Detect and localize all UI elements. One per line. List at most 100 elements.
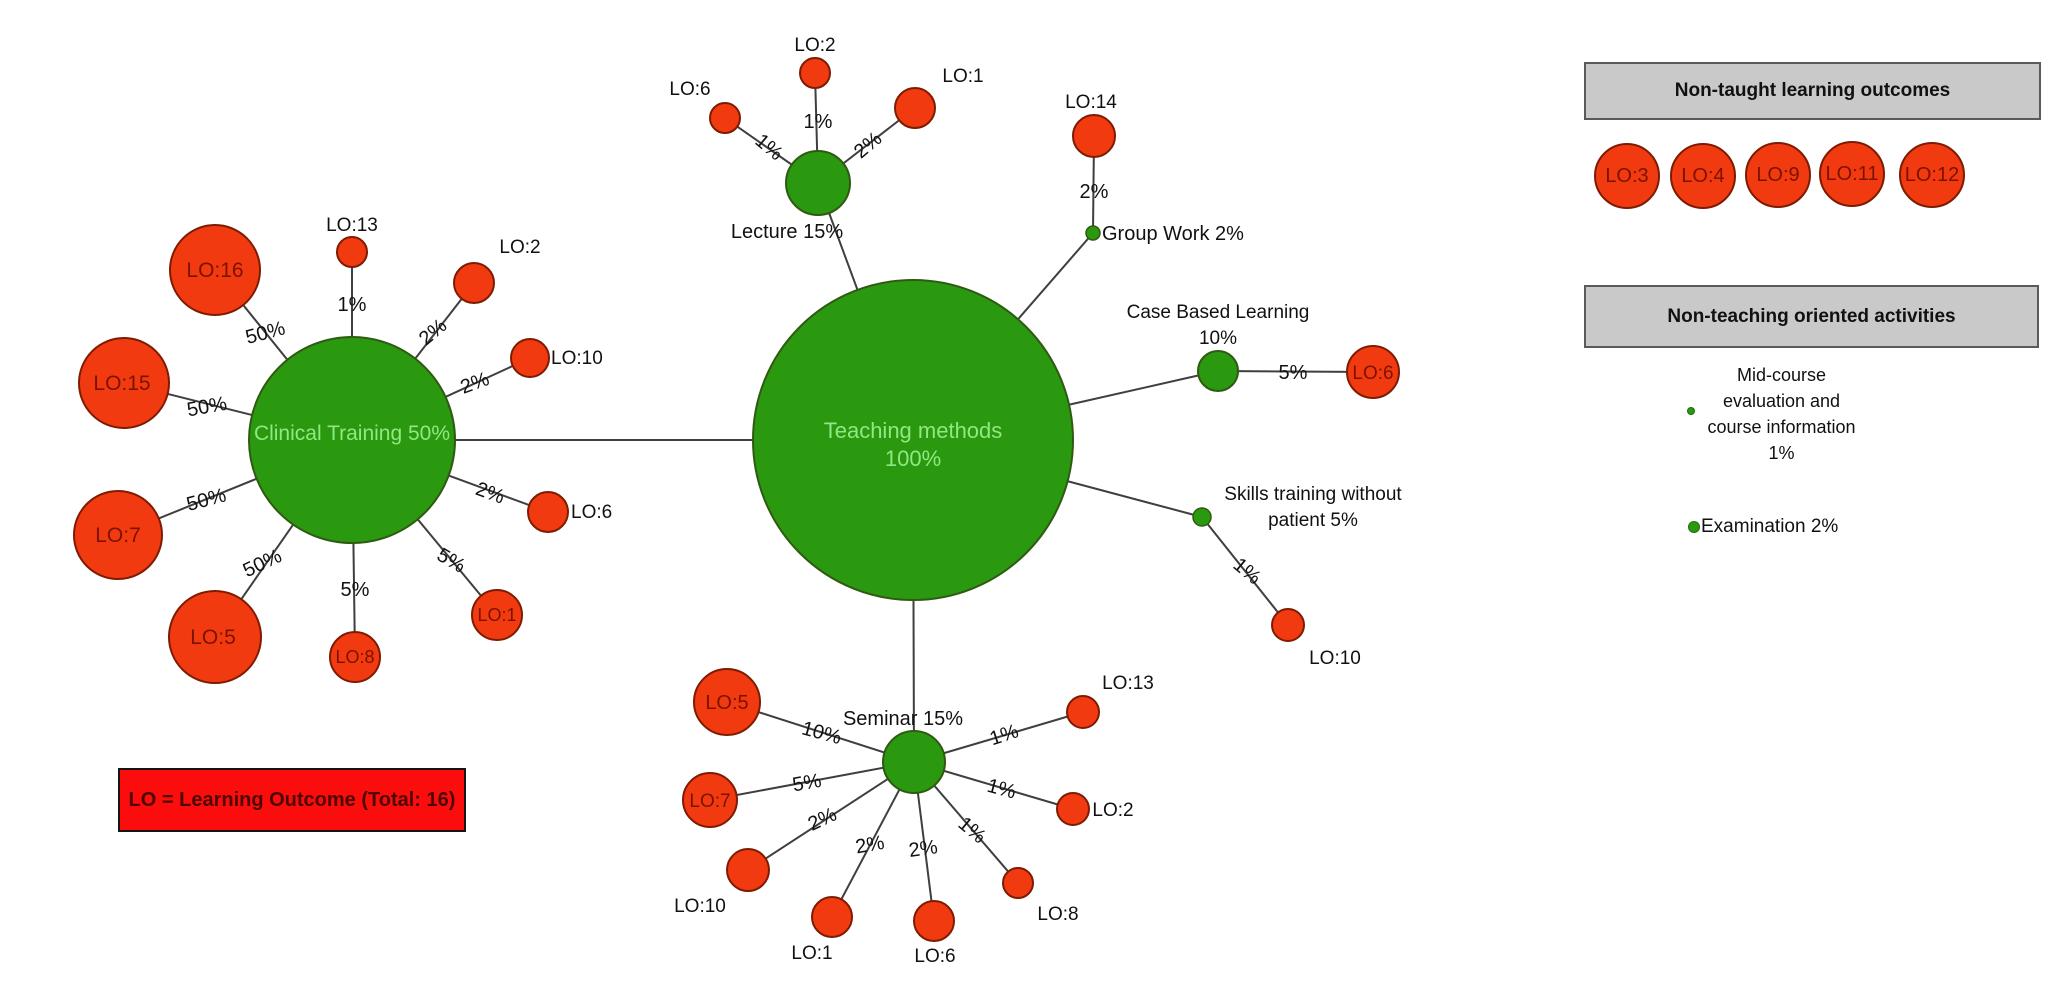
non-teaching-activities-title: Non-teaching oriented activities — [1667, 305, 1956, 327]
node-label-m10-0: LO:10 — [674, 896, 726, 917]
link-label-lecture-l1: 2% — [850, 128, 886, 164]
node-label-m13-0: LO:13 — [1102, 673, 1154, 694]
node-gw_dot — [1085, 225, 1101, 241]
node-label-m1-0: LO:1 — [791, 943, 832, 964]
node-label-teaching-1: 100% — [885, 446, 941, 471]
link-label-skills_dot-s10: 1% — [1229, 554, 1265, 590]
node-label-m6-0: LO:6 — [914, 946, 955, 967]
link-label-clinical-c10: 2% — [458, 368, 493, 399]
node-m1 — [811, 896, 853, 938]
node-label-s10-0: LO:10 — [1309, 648, 1361, 669]
link-label-cbl-b6: 5% — [1279, 362, 1308, 384]
mid-course-label: Mid-course evaluation and course informa… — [1707, 365, 1856, 463]
examination-label: Examination 2% — [1701, 516, 1839, 537]
link-label-seminar-m1: 2% — [854, 832, 887, 859]
link-label-clinical-c6: 2% — [473, 478, 508, 509]
node-c5 — [168, 590, 262, 684]
node-label-cbl-0: Case Based Learning — [1127, 302, 1310, 323]
examination-item: Examination 2% — [1688, 516, 1838, 538]
link-label-seminar-m13: 1% — [987, 720, 1021, 750]
node-label-skills_dot-0: Skills training without — [1224, 484, 1402, 505]
link-label-lecture-l2: 1% — [804, 111, 833, 133]
non-taught-outcomes-header: Non-taught learning outcomes — [1584, 62, 2041, 120]
link-label-clinical-c5: 50% — [240, 545, 286, 582]
node-label-c7-0: LO:7 — [95, 524, 141, 547]
node-skills_dot — [1192, 507, 1212, 527]
node-l6 — [709, 102, 741, 134]
node-cbl — [1197, 350, 1239, 392]
link-label-seminar-m5: 10% — [799, 717, 844, 749]
link-label-clinical-c7: 50% — [184, 484, 229, 516]
node-m6 — [913, 900, 955, 942]
examination-dot — [1688, 521, 1700, 533]
node-label-lecture-0: Lecture 15% — [731, 221, 844, 243]
link-label-clinical-c13: 1% — [338, 294, 367, 316]
node-label-g14-0: LO:14 — [1065, 92, 1117, 113]
node-l2 — [799, 57, 831, 89]
node-c2 — [453, 262, 495, 304]
node-c13 — [336, 236, 368, 268]
node-c8 — [329, 631, 381, 683]
link-label-clinical-c16: 50% — [243, 317, 288, 349]
non-taught-outcome-lo12: LO:12 — [1899, 142, 1965, 208]
node-m5 — [693, 668, 761, 736]
node-label-c13-0: LO:13 — [326, 215, 378, 236]
node-c16 — [169, 224, 261, 316]
node-label-clinical-0: Clinical Training 50% — [254, 422, 450, 445]
link-seminar-m7 — [709, 761, 915, 801]
node-label-skills_dot-1: patient 5% — [1268, 510, 1358, 531]
link-label-seminar-m7: 5% — [791, 770, 824, 797]
node-label-l1-0: LO:1 — [942, 66, 983, 87]
node-g14 — [1072, 114, 1116, 158]
node-c6 — [527, 491, 569, 533]
link-label-gw_dot-g14: 2% — [1080, 181, 1109, 203]
node-label-m5-0: LO:5 — [705, 692, 748, 714]
node-label-gw_dot-0: Group Work 2% — [1102, 223, 1244, 245]
node-b6 — [1346, 345, 1400, 399]
node-label-c1-0: LO:1 — [477, 605, 516, 625]
node-m2 — [1056, 792, 1090, 826]
node-label-c6-0: LO:6 — [571, 502, 612, 523]
mid-course-dot — [1687, 407, 1695, 415]
node-c15 — [78, 337, 170, 429]
legend-box: LO = Learning Outcome (Total: 16) — [118, 768, 466, 832]
node-m7 — [682, 772, 738, 828]
node-label-m8-0: LO:8 — [1037, 904, 1078, 925]
non-taught-outcome-lo9: LO:9 — [1745, 142, 1811, 208]
node-c7 — [73, 490, 163, 580]
node-label-c8-0: LO:8 — [335, 647, 374, 667]
non-taught-outcome-lo4: LO:4 — [1670, 143, 1736, 209]
node-label-c15-0: LO:15 — [93, 372, 150, 395]
node-label-seminar-0: Seminar 15% — [843, 708, 963, 730]
non-taught-outcome-lo3: LO:3 — [1594, 143, 1660, 209]
node-seminar — [882, 730, 946, 794]
node-label-teaching-0: Teaching methods — [824, 418, 1003, 443]
link-skills_dot-s10 — [1201, 516, 1289, 626]
node-m10 — [726, 848, 770, 892]
node-label-c2-0: LO:2 — [499, 237, 540, 258]
link-label-clinical-c8: 5% — [341, 579, 370, 601]
node-label-b6-0: LO:6 — [1352, 363, 1393, 384]
node-label-m7-0: LO:7 — [689, 791, 730, 812]
non-taught-outcomes-title: Non-taught learning outcomes — [1674, 80, 1951, 101]
node-label-c5-0: LO:5 — [190, 626, 236, 649]
node-label-c16-0: LO:16 — [186, 259, 243, 282]
link-seminar-m10 — [747, 761, 915, 871]
node-label-cbl-1: 10% — [1199, 328, 1237, 349]
non-taught-outcome-lo11: LO:11 — [1819, 141, 1885, 207]
node-c1 — [471, 589, 523, 641]
node-teaching — [752, 279, 1074, 601]
node-label-l2-0: LO:2 — [794, 35, 835, 56]
node-c10 — [510, 338, 550, 378]
node-s10 — [1271, 608, 1305, 642]
node-l1 — [894, 87, 936, 129]
node-label-m2-0: LO:2 — [1092, 800, 1133, 821]
link-label-seminar-m6: 2% — [907, 836, 939, 862]
node-m8 — [1002, 867, 1034, 899]
link-label-clinical-c1: 5% — [433, 544, 469, 578]
link-label-seminar-m2: 1% — [985, 775, 1019, 804]
link-label-lecture-l6: 1% — [751, 130, 787, 166]
node-clinical — [248, 336, 456, 544]
node-lecture — [785, 150, 851, 216]
